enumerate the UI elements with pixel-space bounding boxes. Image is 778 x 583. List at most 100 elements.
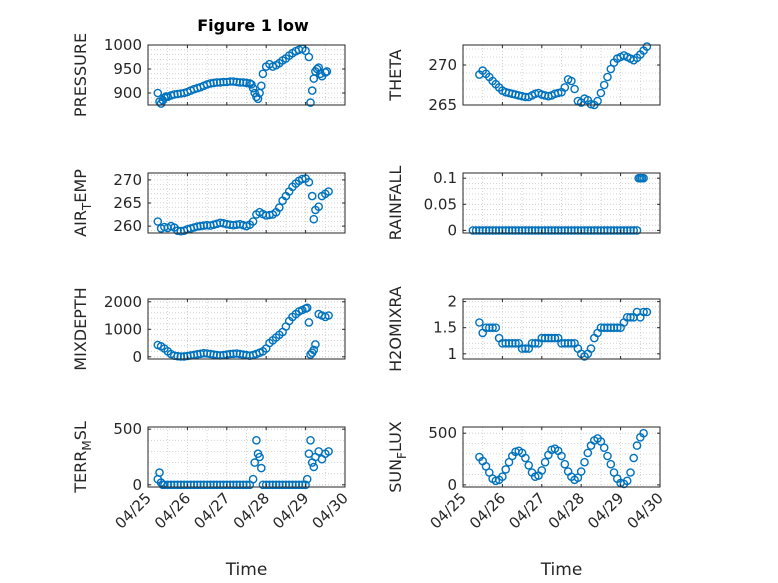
data-point [304, 449, 314, 459]
y-tick-label: 0.1 [433, 169, 457, 187]
data-point [583, 226, 593, 235]
y-axis-label-tail: EMP [71, 169, 90, 203]
data-point [632, 226, 642, 235]
data-point [570, 84, 579, 94]
data-point [527, 226, 537, 235]
data-point [642, 42, 652, 51]
y-tick-label: 2 [447, 293, 457, 311]
data-point [530, 338, 540, 348]
subplot-air: 260 265 270 AIRTEMP [71, 169, 346, 237]
data-point [155, 468, 164, 477]
data-point [314, 202, 324, 211]
data-point [304, 177, 314, 187]
data-point [242, 480, 251, 490]
y-tick-label: 1.5 [433, 319, 457, 337]
data-point [626, 468, 635, 477]
x-axis-label: Time [540, 560, 583, 580]
data-point [311, 340, 320, 349]
data-point [304, 318, 314, 327]
data-point [258, 69, 268, 79]
data-point [306, 435, 315, 445]
axes-box [462, 426, 661, 488]
data-point [603, 72, 612, 82]
data-point [537, 466, 547, 475]
subplot-pressure: 900 950 1000 PRESSURE [71, 33, 346, 117]
data-point [524, 226, 534, 235]
data-point [302, 303, 312, 313]
data-point [599, 80, 609, 90]
data-point [580, 457, 589, 467]
y-axis-label-main: TERR [71, 451, 90, 494]
data-point [567, 338, 576, 348]
y-tick-label: 950 [113, 60, 142, 78]
y-axis-label-main: AIR [71, 210, 90, 237]
y-axis-label: H2OMIXRA [386, 286, 405, 372]
y-tick-label: 0 [447, 476, 457, 494]
data-point [304, 52, 314, 62]
data-point [629, 453, 639, 463]
y-axis-label: THETA [386, 49, 405, 101]
data-point [324, 447, 333, 456]
y-tick-label: 1000 [104, 36, 142, 54]
data-point [540, 91, 550, 100]
y-tick-label: 2000 [104, 293, 142, 311]
y-axis-label-tail: LUX [386, 421, 405, 452]
data-point [307, 86, 317, 95]
data-point [291, 480, 301, 490]
y-axis-label: MIXDEPTH [71, 287, 90, 370]
data-point [307, 191, 317, 201]
data-point [274, 203, 284, 212]
data-point [301, 480, 310, 490]
data-point [306, 98, 315, 107]
data-point [484, 226, 494, 235]
data-point [491, 323, 501, 333]
data-point [567, 76, 576, 86]
axes-box [462, 298, 661, 360]
data-point [521, 344, 530, 353]
data-point [271, 480, 281, 490]
data-point [596, 88, 606, 98]
data-point [639, 428, 648, 438]
y-axis-label: TERRMSL [71, 421, 94, 494]
data-point [603, 451, 612, 461]
y-axis-label-subscript: M [80, 440, 94, 450]
data-point [153, 217, 163, 226]
axes-box [147, 426, 346, 488]
data-point [511, 338, 520, 348]
data-point [586, 344, 596, 353]
y-tick-label: 0.05 [424, 195, 457, 213]
subplot-h2omixra: 1 1.5 2 H2OMIXRA [386, 286, 661, 372]
y-axis-label: PRESSURE [71, 33, 90, 117]
data-point [639, 307, 648, 317]
data-point [309, 462, 319, 472]
data-point [256, 81, 266, 91]
y-axis-label: RAINFALL [386, 166, 405, 241]
data-point [567, 226, 576, 235]
data-point [475, 318, 484, 327]
data-point [622, 476, 632, 486]
data-point [583, 448, 593, 458]
data-point [642, 307, 652, 317]
data-point [488, 226, 497, 235]
x-axis-label: Time [225, 560, 268, 580]
y-tick-label: 500 [428, 424, 457, 442]
data-point [248, 83, 258, 93]
y-axis-label-tail: SL [71, 421, 90, 440]
y-tick-label: 270 [428, 56, 457, 74]
data-point [626, 312, 635, 322]
figure-title: Figure 1 low [197, 16, 309, 35]
data-point [606, 459, 616, 469]
data-point [613, 323, 622, 333]
y-axis-label-main: RAINFALL [386, 166, 405, 241]
data-point [302, 474, 312, 484]
data-point [540, 333, 550, 343]
data-point [324, 187, 333, 196]
data-point [560, 83, 570, 92]
y-tick-label: 0 [132, 348, 142, 366]
data-point [599, 443, 609, 453]
data-point [622, 312, 632, 322]
y-tick-label: 270 [113, 171, 142, 189]
data-point [629, 226, 639, 235]
data-point [268, 480, 278, 490]
data-point [557, 451, 566, 461]
